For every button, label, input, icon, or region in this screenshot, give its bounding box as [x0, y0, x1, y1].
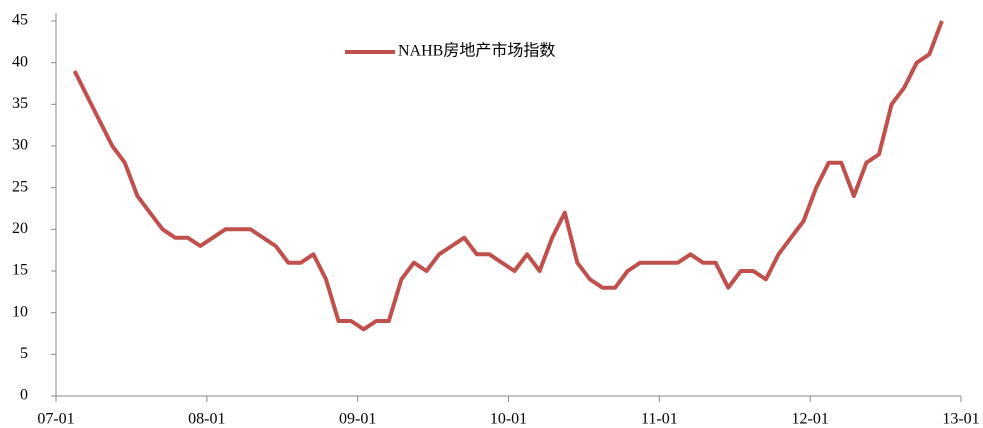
x-tick-label: 08-01	[188, 411, 225, 428]
x-tick-label: 07-01	[37, 411, 74, 428]
x-tick-label: 11-01	[641, 411, 678, 428]
legend-label: NAHB房地产市场指数	[398, 42, 555, 60]
y-tick-label: 35	[12, 95, 28, 112]
y-tick-label: 30	[12, 137, 28, 154]
y-tick-label: 25	[12, 178, 28, 195]
y-tick-label: 40	[12, 53, 28, 70]
y-tick-label: 15	[12, 262, 28, 279]
y-tick-label: 20	[12, 220, 28, 237]
x-tick-label: 09-01	[339, 411, 376, 428]
y-tick-label: 10	[12, 303, 28, 320]
y-tick-label: 5	[20, 345, 28, 362]
series-line	[72, 20, 944, 332]
x-tick-label: 12-01	[792, 411, 829, 428]
x-tick-label: 13-01	[942, 411, 979, 428]
y-tick-label: 45	[12, 12, 28, 29]
x-tick-label: 10-01	[490, 411, 527, 428]
y-tick-label: 0	[20, 387, 28, 404]
